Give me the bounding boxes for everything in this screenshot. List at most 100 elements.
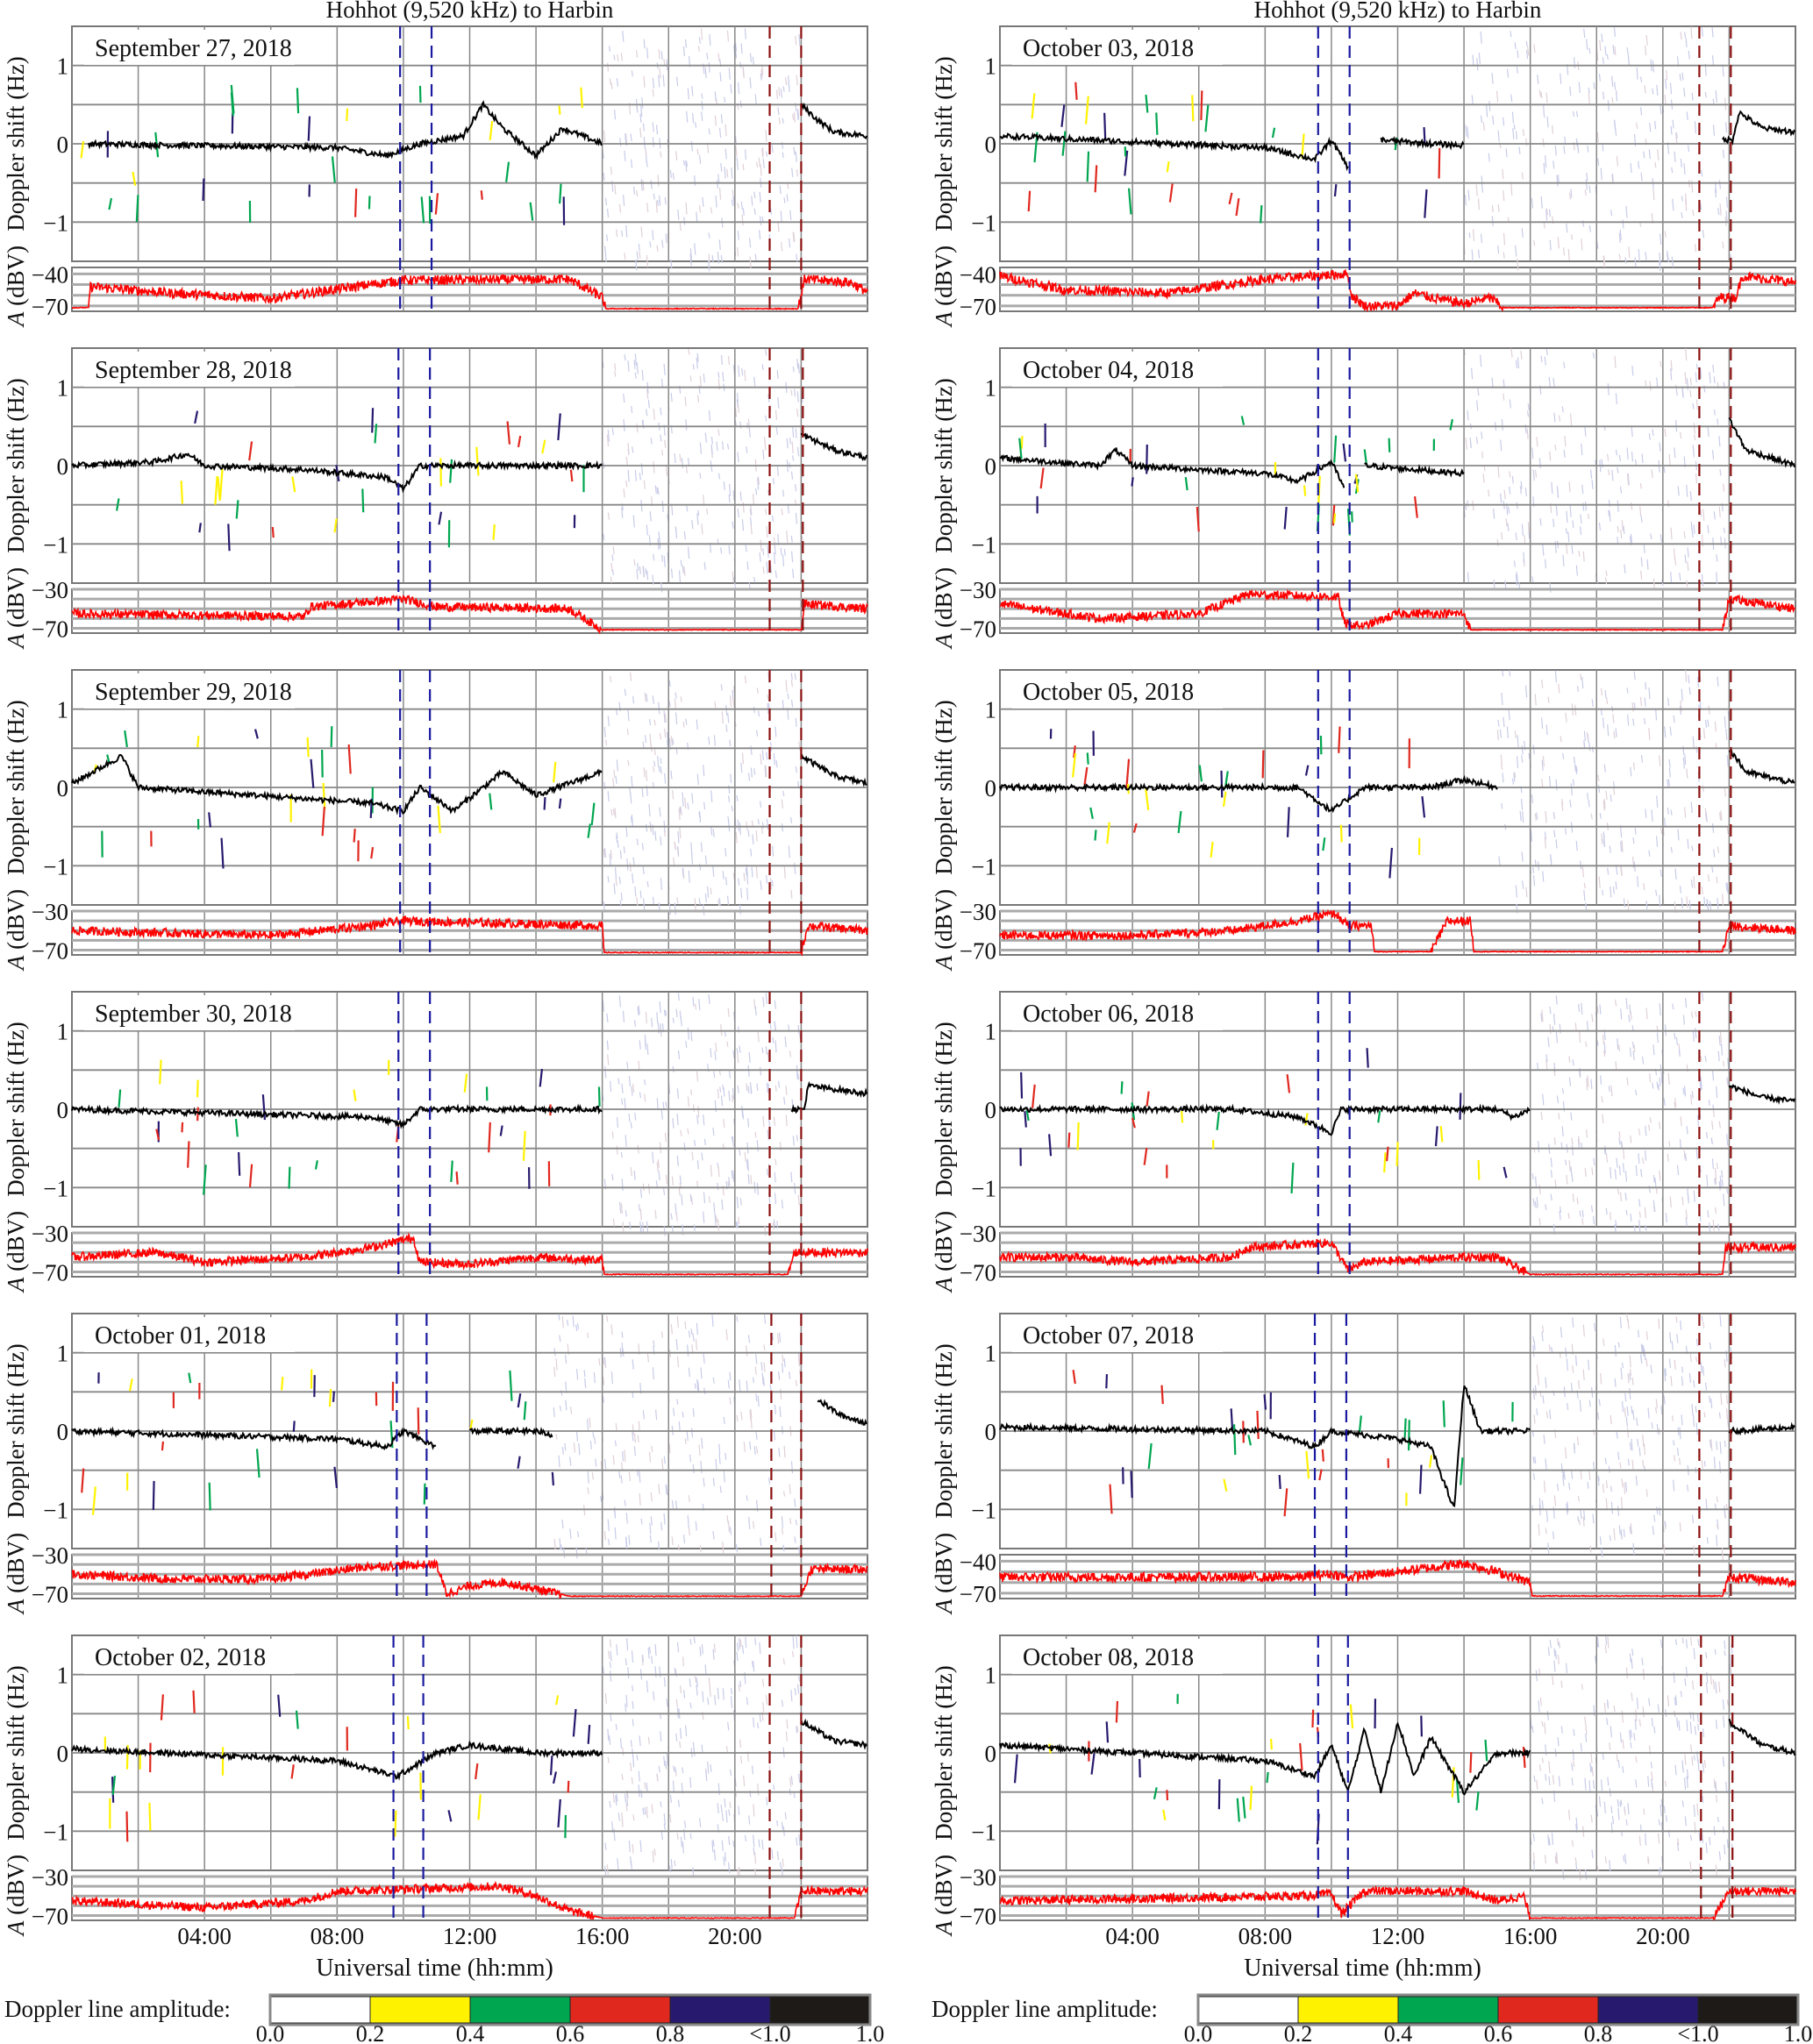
noise-speck <box>1532 1387 1535 1400</box>
noise-speck <box>1622 1163 1625 1173</box>
noise-speck <box>1605 1498 1608 1510</box>
noise-speck <box>1671 1341 1674 1350</box>
noise-speck <box>1597 1475 1600 1481</box>
noise-speck <box>685 419 688 431</box>
noise-speck <box>1562 752 1565 759</box>
noise-speck <box>721 1840 724 1852</box>
noise-speck <box>1629 1373 1631 1380</box>
noise-speck <box>1573 57 1576 68</box>
noise-speck <box>1610 210 1613 217</box>
noise-speck <box>1585 179 1588 190</box>
noise-speck <box>756 1139 759 1152</box>
noise-speck <box>1620 1367 1623 1380</box>
noise-speck <box>646 1806 648 1819</box>
noise-speck <box>1592 1513 1595 1524</box>
noise-speck <box>1524 535 1526 545</box>
noise-speck <box>1681 1767 1684 1773</box>
doppler-line-speck <box>569 469 574 482</box>
noise-speck <box>1476 400 1479 411</box>
noise-speck <box>767 1129 769 1140</box>
noise-speck <box>1641 1056 1645 1065</box>
noise-speck <box>614 867 617 880</box>
noise-speck <box>1585 1734 1588 1743</box>
doppler-line-speck <box>255 1449 261 1478</box>
doppler-line-speck <box>292 1421 296 1432</box>
noise-speck <box>1627 900 1630 912</box>
noise-speck <box>607 716 610 727</box>
noise-speck <box>682 1411 684 1418</box>
noise-speck <box>642 123 646 132</box>
noise-speck <box>1668 453 1671 466</box>
noise-speck <box>1643 1443 1646 1456</box>
doppler-line-speck <box>1242 1796 1246 1819</box>
noise-speck <box>1575 110 1579 118</box>
noise-speck <box>1645 681 1647 690</box>
noise-speck <box>676 1155 679 1166</box>
x-axis-label: Universal time (hh:mm) <box>316 1955 553 1982</box>
doppler-line-speck <box>1191 95 1195 122</box>
noise-speck <box>1620 1529 1623 1540</box>
noise-speck <box>1691 528 1694 538</box>
noise-speck <box>692 1741 695 1752</box>
noise-speck <box>662 1101 665 1109</box>
noise-speck <box>658 1765 660 1773</box>
noise-speck <box>755 830 758 842</box>
noise-speck <box>1685 1217 1688 1227</box>
noise-speck <box>673 1407 675 1416</box>
noise-speck <box>1565 1447 1567 1459</box>
noise-speck <box>629 862 632 872</box>
noise-speck <box>1545 1058 1548 1070</box>
noise-speck <box>1676 1717 1679 1727</box>
doppler-tick-label: 1 <box>57 1663 69 1689</box>
amplitude-trace <box>999 268 1796 313</box>
noise-speck <box>1499 729 1502 738</box>
doppler-line-speck <box>1338 726 1341 753</box>
noise-speck <box>1612 886 1615 894</box>
noise-speck <box>792 1636 795 1649</box>
noise-speck <box>779 1862 782 1869</box>
noise-speck <box>660 758 662 765</box>
noise-speck <box>1592 353 1595 359</box>
noise-speck <box>614 363 617 371</box>
noise-speck <box>656 1162 659 1172</box>
noise-speck <box>573 1442 576 1453</box>
noise-speck <box>1604 1145 1607 1153</box>
noise-speck <box>675 1338 678 1350</box>
noise-speck <box>779 185 782 195</box>
noise-speck <box>630 1855 632 1866</box>
noise-speck <box>1639 506 1642 516</box>
noise-speck <box>1588 87 1590 93</box>
noise-speck <box>1562 247 1566 256</box>
noise-speck <box>706 509 709 515</box>
noise-speck <box>1663 1805 1666 1813</box>
noise-speck <box>632 857 635 865</box>
noise-speck <box>783 197 786 203</box>
noise-speck <box>737 1053 739 1064</box>
noise-speck <box>689 248 693 260</box>
noise-speck <box>1622 1765 1624 1774</box>
doppler-line-speck <box>1204 104 1210 132</box>
noise-speck <box>783 1357 786 1368</box>
noise-speck <box>696 1684 698 1696</box>
noise-speck <box>575 1547 578 1559</box>
noise-speck <box>728 1835 731 1846</box>
noise-speck <box>630 133 632 142</box>
noise-speck <box>1555 779 1558 791</box>
noise-speck <box>748 1516 751 1529</box>
noise-speck <box>732 697 735 708</box>
noise-speck <box>744 1151 746 1162</box>
noise-speck <box>796 168 799 177</box>
noise-speck <box>628 1471 632 1481</box>
noise-speck <box>708 736 710 745</box>
doppler-line-speck <box>517 435 522 448</box>
noise-speck <box>1538 1523 1540 1536</box>
doppler-line-speck <box>306 737 310 758</box>
noise-speck <box>651 1656 653 1664</box>
noise-speck <box>1607 867 1610 875</box>
noise-speck <box>1471 249 1474 261</box>
noise-speck <box>660 434 662 442</box>
noise-speck <box>1500 754 1503 766</box>
noise-speck <box>649 1535 652 1543</box>
